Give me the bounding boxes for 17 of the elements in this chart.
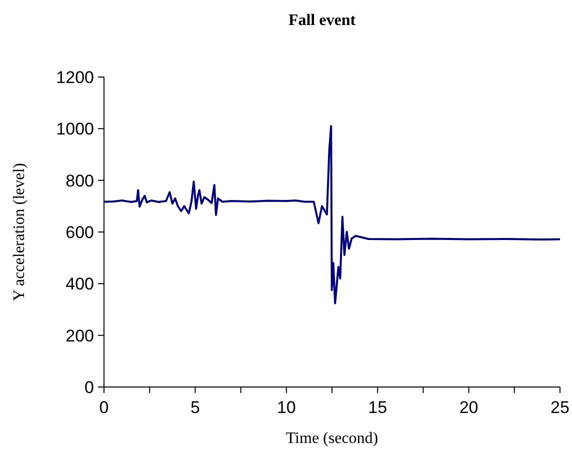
x-tick-label: 25 (550, 398, 570, 417)
x-tick-label: 0 (99, 398, 109, 417)
y-tick-label: 400 (66, 274, 94, 294)
y-axis-title: Y acceleration (level) (11, 163, 28, 301)
y-tick-label: 1000 (56, 120, 94, 139)
x-tick-label: 5 (190, 398, 200, 417)
y-tick-label: 600 (66, 222, 94, 242)
y-tick-label: 1200 (56, 68, 94, 87)
y-tick-label: 0 (84, 378, 94, 397)
y-tick-label: 800 (66, 171, 94, 190)
x-tick-label: 10 (276, 398, 296, 417)
chart-title: Fall event (288, 12, 356, 29)
x-axis-title: Time (second) (286, 430, 378, 447)
line-series (103, 125, 561, 304)
x-tick-label: 20 (459, 398, 478, 417)
x-tick-label: 15 (368, 398, 388, 417)
y-tick-label: 200 (66, 326, 94, 346)
